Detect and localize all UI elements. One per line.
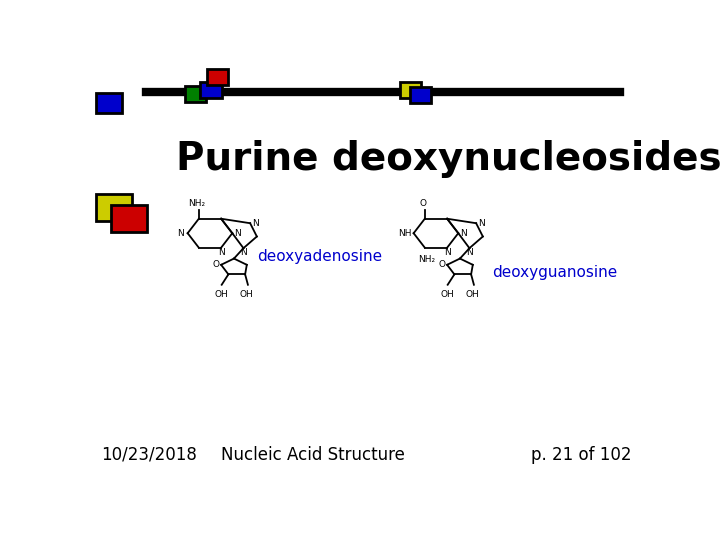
Text: N: N [444, 248, 451, 257]
Text: deoxyadenosine: deoxyadenosine [258, 248, 382, 264]
Text: N: N [240, 248, 247, 257]
Text: N: N [217, 248, 225, 257]
Text: N: N [466, 248, 473, 257]
Text: N: N [478, 219, 485, 228]
Bar [400, 82, 421, 98]
Text: O: O [212, 260, 219, 269]
Bar [96, 93, 122, 113]
Bar [111, 205, 148, 232]
Bar [207, 69, 228, 85]
Text: 10/23/2018: 10/23/2018 [101, 446, 197, 464]
Text: OH: OH [441, 290, 454, 299]
Text: N: N [461, 229, 467, 238]
Text: OH: OH [215, 290, 228, 299]
Bar [410, 87, 431, 103]
Text: O: O [438, 260, 445, 269]
Bar [96, 194, 132, 221]
Text: Nucleic Acid Structure: Nucleic Acid Structure [221, 446, 405, 464]
Text: p. 21 of 102: p. 21 of 102 [531, 446, 631, 464]
Text: N: N [178, 229, 184, 238]
Text: N: N [235, 229, 241, 238]
Text: N: N [252, 219, 259, 228]
Text: Purine deoxynucleosides: Purine deoxynucleosides [176, 140, 720, 178]
Text: O: O [420, 199, 427, 208]
Bar [185, 86, 206, 102]
Text: NH₂: NH₂ [418, 255, 435, 264]
Text: deoxyguanosine: deoxyguanosine [492, 265, 617, 280]
Bar [200, 82, 222, 98]
Text: OH: OH [240, 290, 253, 299]
Text: NH₂: NH₂ [189, 199, 206, 208]
Text: NH: NH [398, 229, 411, 238]
Text: OH: OH [466, 290, 480, 299]
